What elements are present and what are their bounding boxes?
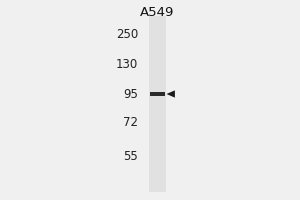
Bar	[150, 92, 165, 96]
Text: A549: A549	[140, 5, 175, 19]
Polygon shape	[167, 90, 175, 98]
Bar	[149, 16, 166, 192]
Text: 95: 95	[123, 88, 138, 100]
Text: 72: 72	[123, 116, 138, 129]
Text: 250: 250	[116, 27, 138, 40]
Text: 55: 55	[123, 150, 138, 162]
Text: 130: 130	[116, 58, 138, 71]
